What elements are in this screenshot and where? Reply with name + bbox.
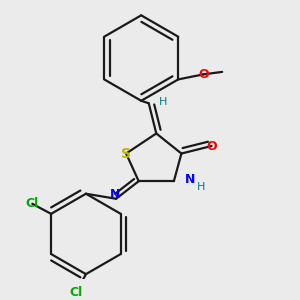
- Text: H: H: [158, 97, 167, 107]
- Text: Cl: Cl: [26, 197, 39, 210]
- Text: H: H: [197, 182, 206, 193]
- Text: O: O: [198, 68, 208, 81]
- Text: Cl: Cl: [69, 286, 82, 299]
- Text: N: N: [110, 188, 120, 202]
- Text: O: O: [206, 140, 217, 152]
- Text: N: N: [185, 173, 195, 186]
- Text: S: S: [121, 146, 131, 161]
